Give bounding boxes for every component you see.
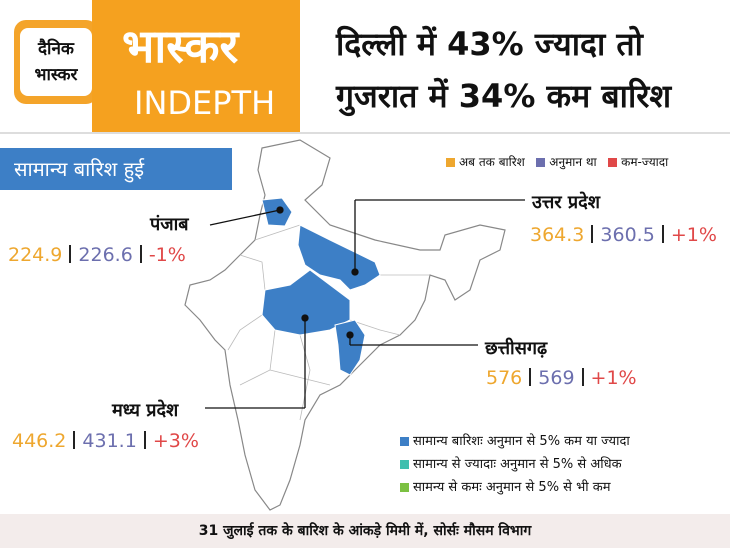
key: अब तक बारिश अनुमान था कम-ज्यादा xyxy=(446,153,668,170)
logo-line: भास्कर xyxy=(34,65,78,85)
legend-item: सामान्य से ज्यादाः अनुमान से 5% से अधिक xyxy=(413,457,622,472)
state-values: 446.2 431.1 +3% xyxy=(12,430,199,452)
state-borders xyxy=(227,224,430,421)
actual: 364.3 xyxy=(530,224,585,246)
legend-item: सामान्य बारिशः अनुमान से 5% कम या ज्यादा xyxy=(413,434,630,449)
madhya-pradesh xyxy=(261,269,351,336)
logo: दैनिक भास्कर xyxy=(14,20,98,104)
brand-band: भास्कर INDEPTH xyxy=(92,0,300,132)
state-name: मध्य प्रदेश xyxy=(112,400,179,421)
headline: दिल्ली में 43% ज्यादा तो गुजरात में 34% … xyxy=(336,18,671,122)
estimate: 569 xyxy=(538,367,575,389)
state-values: 576 569 +1% xyxy=(486,367,637,389)
footer: 31 जुलाई तक के बारिश के आंकड़े मिमी में,… xyxy=(0,514,730,548)
estimate: 360.5 xyxy=(600,224,655,246)
subbrand: INDEPTH xyxy=(134,84,276,122)
change: +1% xyxy=(670,224,717,246)
state-name: उत्तर प्रदेश xyxy=(532,192,600,213)
key-item: कम-ज्यादा xyxy=(621,155,669,169)
actual: 576 xyxy=(486,367,523,389)
state-name: पंजाब xyxy=(150,214,189,235)
headline-line: दिल्ली में 43% ज्यादा तो xyxy=(336,25,643,63)
actual: 446.2 xyxy=(12,430,67,452)
chhattisgarh xyxy=(334,319,366,376)
change: -1% xyxy=(148,244,186,266)
state-values: 224.9 226.6 -1% xyxy=(8,244,186,266)
legend-item: सामन्य से कमः अनुमान से 5% से भी कम xyxy=(413,480,611,495)
actual: 224.9 xyxy=(8,244,63,266)
change: +3% xyxy=(152,430,199,452)
headline-line: गुजरात में 34% कम बारिश xyxy=(336,77,672,115)
brand: भास्कर xyxy=(122,19,239,73)
key-item: अनुमान था xyxy=(549,155,597,169)
legend: सामान्य बारिशः अनुमान से 5% कम या ज्यादा… xyxy=(400,430,630,499)
leader-lines xyxy=(205,199,525,409)
state-values: 364.3 360.5 +1% xyxy=(530,224,717,246)
header xyxy=(0,0,730,134)
section-label: सामान्य बारिश हुई xyxy=(0,148,232,190)
key-item: अब तक बारिश xyxy=(459,155,525,169)
logo-text: दैनिक भास्कर xyxy=(20,28,92,96)
change: +1% xyxy=(590,367,637,389)
logo-line: दैनिक xyxy=(38,39,74,59)
estimate: 226.6 xyxy=(78,244,133,266)
estimate: 431.1 xyxy=(82,430,137,452)
uttar-pradesh xyxy=(297,224,381,291)
state-name: छत्तीसगढ़ xyxy=(485,338,548,359)
